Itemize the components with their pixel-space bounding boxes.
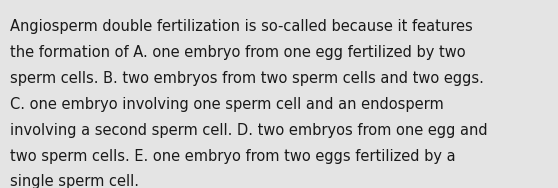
Text: sperm cells. B. two embryos from two sperm cells and two eggs.: sperm cells. B. two embryos from two spe… — [10, 71, 484, 86]
Text: Angiosperm double fertilization is so-called because it features: Angiosperm double fertilization is so-ca… — [10, 19, 473, 34]
Text: C. one embryo involving one sperm cell and an endosperm: C. one embryo involving one sperm cell a… — [10, 97, 444, 112]
Text: single sperm cell.: single sperm cell. — [10, 174, 139, 188]
Text: two sperm cells. E. one embryo from two eggs fertilized by a: two sperm cells. E. one embryo from two … — [10, 149, 456, 164]
Text: involving a second sperm cell. D. two embryos from one egg and: involving a second sperm cell. D. two em… — [10, 123, 488, 138]
Text: the formation of A. one embryo from one egg fertilized by two: the formation of A. one embryo from one … — [10, 45, 466, 60]
